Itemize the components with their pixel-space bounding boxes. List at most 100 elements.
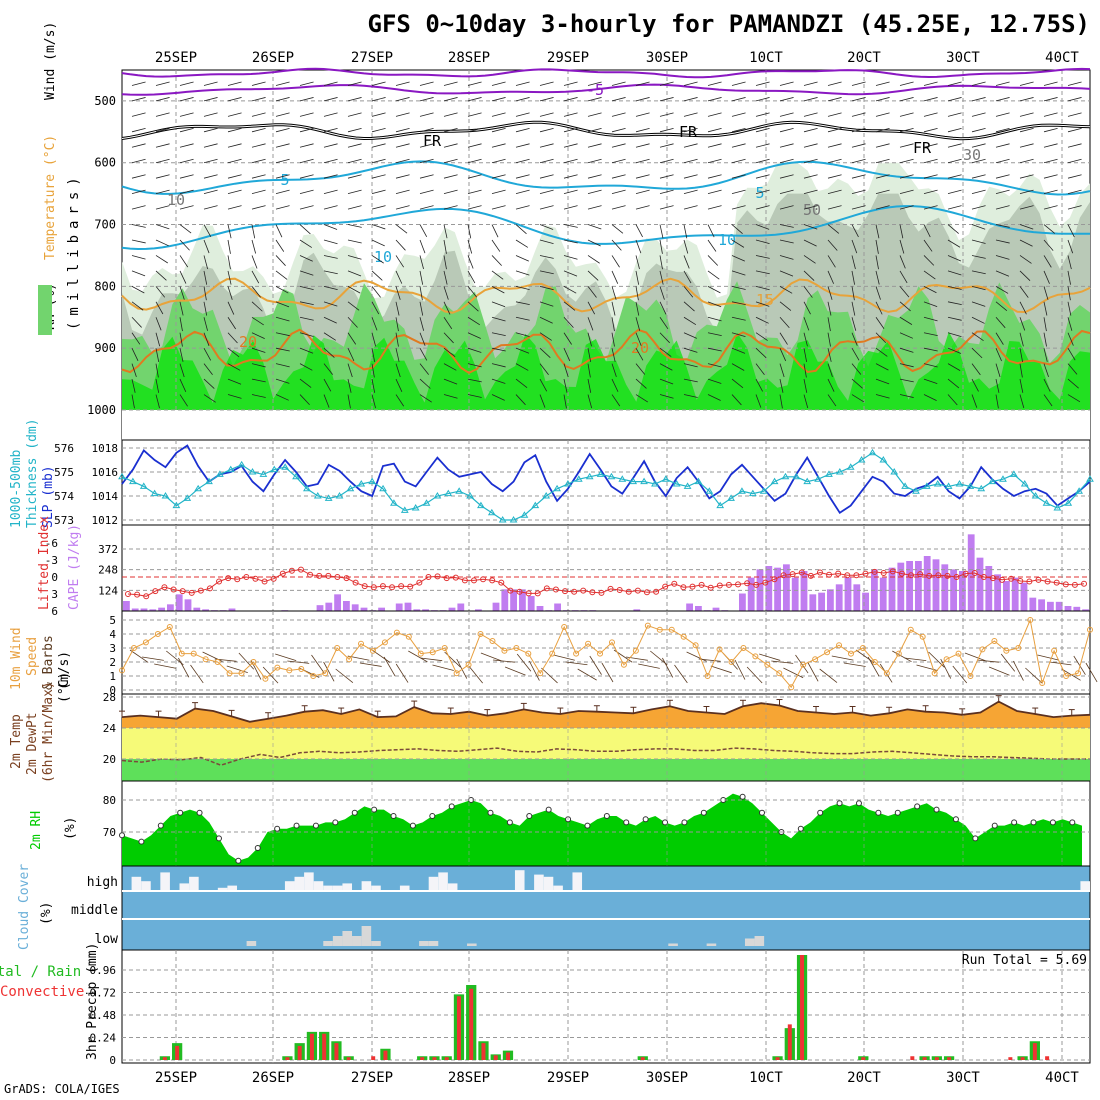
wind-barb xyxy=(827,378,835,392)
thickness-marker xyxy=(1075,487,1084,494)
wind-barb xyxy=(875,332,887,344)
wind-barb xyxy=(707,270,720,280)
li-marker xyxy=(889,568,896,575)
li-marker xyxy=(1026,578,1033,585)
wind-barb xyxy=(468,665,483,684)
wind-barb xyxy=(539,394,546,408)
wind-barb xyxy=(851,127,866,133)
wind-barb xyxy=(875,224,880,239)
wind-barb xyxy=(659,301,667,315)
wind-barb xyxy=(1043,81,1058,86)
wind-barb xyxy=(587,317,594,331)
wind-barb xyxy=(251,127,266,133)
li-marker xyxy=(725,581,732,588)
wind-barb xyxy=(432,664,454,671)
wind-barb xyxy=(419,317,425,331)
wind-barb xyxy=(179,394,188,407)
wind-barb xyxy=(731,112,746,117)
thickness-marker xyxy=(346,484,355,492)
wind-barb xyxy=(539,363,549,375)
wind-barb xyxy=(803,97,818,102)
wind-barb xyxy=(851,174,866,179)
cape-bar xyxy=(475,609,482,611)
thickness-marker xyxy=(553,484,561,492)
tick-label-rh: 70 xyxy=(103,826,116,839)
tick-label-li: -3 xyxy=(45,554,58,567)
wind-barb xyxy=(419,363,429,375)
tick-label-precip: 0.72 xyxy=(90,987,117,1000)
cape-bar xyxy=(800,571,808,611)
wind-barb xyxy=(395,394,405,407)
wind-barb xyxy=(779,301,792,311)
wind-barb xyxy=(971,332,984,341)
wind-barb xyxy=(539,112,554,117)
wind-barb xyxy=(1067,189,1082,195)
li-marker xyxy=(707,584,714,591)
wind-barb xyxy=(275,286,289,294)
wind-barb xyxy=(731,347,746,354)
wind-barb xyxy=(347,239,362,244)
label-barbs: & Barbs xyxy=(41,635,56,690)
thickness-marker xyxy=(379,484,387,492)
wind-barb xyxy=(659,158,674,164)
wind-barb xyxy=(1067,332,1074,346)
tick-label-wind: 1 xyxy=(109,670,116,683)
wind-speed-marker xyxy=(154,631,161,637)
wind-barb xyxy=(467,332,481,339)
cloud-bar-low xyxy=(706,943,717,946)
tick-label-thickness: 574 xyxy=(54,490,74,503)
rh2m-marker xyxy=(914,803,921,810)
wind-barb xyxy=(347,394,351,409)
thickness-marker xyxy=(596,470,605,477)
rh2m-marker xyxy=(875,809,882,816)
precip-convective-bar xyxy=(383,1050,388,1060)
wind-barb xyxy=(227,255,231,270)
rh2m-marker xyxy=(254,845,261,851)
li-marker xyxy=(234,576,241,583)
li-marker xyxy=(534,590,541,597)
wind-barb xyxy=(995,270,1010,277)
wind-barb xyxy=(419,394,432,403)
tick-label-slp: 1016 xyxy=(92,466,119,479)
wind-barb xyxy=(707,189,722,195)
wind-speed-marker xyxy=(178,650,185,657)
wind-barb xyxy=(563,301,576,311)
wind-barb xyxy=(659,127,674,133)
li-marker xyxy=(297,566,304,573)
wind-barb xyxy=(371,394,376,409)
rh2m-marker xyxy=(952,816,959,823)
date-label-top: 25SEP xyxy=(155,50,197,66)
wind-barb xyxy=(587,97,602,102)
cloud-bar-low xyxy=(352,936,362,946)
wind-barb xyxy=(275,347,290,352)
wind-barb xyxy=(851,378,863,389)
slp-frame xyxy=(121,439,1091,526)
wind-barb xyxy=(347,81,362,86)
wind-barb xyxy=(539,239,554,245)
thickness-marker xyxy=(411,504,420,511)
wind-barb xyxy=(515,127,530,133)
wind-barb xyxy=(803,189,818,195)
cloud-bar-high xyxy=(361,881,372,890)
wind-barb xyxy=(179,239,190,251)
tick-label-precip: 0.24 xyxy=(90,1032,117,1045)
wind-barb xyxy=(755,224,770,230)
wind-barb xyxy=(707,81,722,86)
wind-barb xyxy=(779,158,794,164)
li-marker xyxy=(398,583,405,590)
wind-speed-marker xyxy=(489,638,496,644)
wind-barb xyxy=(875,301,883,315)
wind-barb xyxy=(515,332,530,337)
wind-barb xyxy=(875,143,890,148)
wind-barb xyxy=(707,301,722,308)
rh2m-marker xyxy=(196,809,203,816)
wind-barb xyxy=(203,255,209,270)
wind-barb xyxy=(515,378,528,388)
thickness-marker xyxy=(1031,492,1040,499)
wind-barb xyxy=(843,662,866,667)
wind-barb xyxy=(227,332,238,344)
wind-barb xyxy=(635,112,650,117)
thickness-marker xyxy=(357,480,366,487)
contour-label: 15 xyxy=(756,291,774,309)
thickness-marker xyxy=(161,492,170,499)
